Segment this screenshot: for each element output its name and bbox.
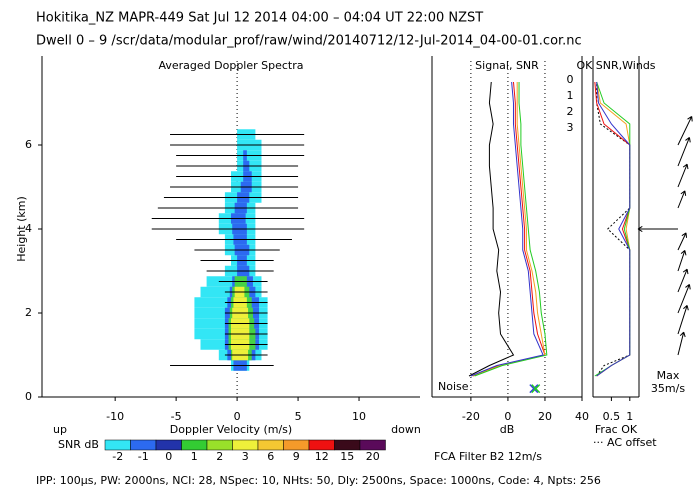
x-tick-label: -5: [171, 410, 182, 423]
x-axis-label: Frac OK: [595, 423, 638, 436]
panel-title: Signal, SNR: [475, 59, 539, 72]
x-axis-label: dB: [500, 423, 515, 436]
x-tick-label: 20: [538, 410, 552, 423]
colorbar-label: 0: [165, 450, 172, 463]
colorbar-swatch: [308, 439, 335, 451]
wind-arrow: [677, 305, 689, 335]
wind-arrow: [677, 284, 691, 314]
wind-arrow: [637, 225, 678, 233]
colorbar-swatch: [257, 439, 284, 451]
wind-arrow: [677, 268, 689, 293]
axis-note: ··· AC offset: [593, 436, 657, 449]
header-line: Hokitika_NZ MAPR-449 Sat Jul 12 2014 04:…: [36, 11, 483, 26]
colorbar-label: 2: [216, 450, 223, 463]
profile-line: [470, 81, 544, 377]
wind-arrow: [677, 250, 687, 272]
x-tick-label: -20: [462, 410, 480, 423]
colorbar-label: 1: [191, 450, 198, 463]
wind-arrow: [677, 163, 689, 188]
profile-line: [472, 82, 546, 377]
colorbar-swatch: [283, 439, 310, 451]
colorbar-swatch: [232, 439, 259, 451]
colorbar-label: -1: [138, 450, 149, 463]
legend-label: 1: [567, 89, 574, 102]
y-tick-label: 2: [25, 306, 32, 319]
colorbar-swatch: [130, 439, 157, 451]
y-axis-label: Height (km): [15, 196, 28, 262]
x-tick-label: 5: [295, 410, 302, 423]
colorbar-label: 12: [315, 450, 329, 463]
x-tick-label: 40: [575, 410, 589, 423]
panel-title: Averaged Doppler Spectra: [158, 59, 303, 72]
wind-arrow: [677, 232, 688, 251]
filter-note: FCA Filter B2 12m/s: [434, 450, 542, 463]
header-line: Dwell 0 – 9 /scr/data/modular_prof/raw/w…: [36, 34, 582, 49]
wind-arrow: [677, 137, 691, 167]
colorbar-label: 15: [340, 450, 354, 463]
footer: IPP: 100μs, PW: 2000ns, NCI: 28, NSpec: …: [36, 474, 601, 487]
profile-line: [596, 81, 631, 377]
legend-label: 2: [567, 105, 574, 118]
x-end-label: up: [53, 423, 67, 436]
panel-title: OK SNR,Winds: [576, 59, 655, 72]
x-tick-label: 0: [234, 410, 241, 423]
colorbar-swatch: [155, 439, 182, 451]
colorbar-label: 3: [242, 450, 249, 463]
noise-marker: [529, 384, 539, 394]
wind-scale-label: 35m/s: [651, 382, 685, 395]
colorbar-swatch: [359, 439, 386, 451]
x-tick-label: 0: [504, 410, 511, 423]
colorbar-label: 6: [267, 450, 274, 463]
y-tick-label: 0: [25, 390, 32, 403]
profile-line: [468, 81, 515, 377]
x-tick-label: -10: [106, 410, 124, 423]
wind-arrow: [677, 190, 687, 209]
colorbar-swatch: [334, 439, 361, 451]
colorbar-title: SNR dB: [58, 438, 99, 451]
x-end-label: down: [391, 423, 421, 436]
wind-scale-title: Max: [657, 369, 680, 382]
legend-label: 3: [567, 121, 574, 134]
x-tick-label: 10: [352, 410, 366, 423]
x-axis-label: Doppler Velocity (m/s): [170, 423, 292, 436]
x-tick-label: 1: [626, 410, 633, 423]
profile-line: [596, 82, 631, 377]
profile-line: [474, 82, 548, 377]
colorbar-swatch: [181, 439, 208, 451]
profile-line: [594, 81, 631, 377]
colorbar-label: -2: [112, 450, 123, 463]
noise-label: Noise: [438, 380, 469, 393]
legend-label: 0: [567, 73, 574, 86]
x-tick-label: 0.5: [603, 410, 621, 423]
profile-line: [472, 81, 546, 377]
colorbar-label: 9: [293, 450, 300, 463]
noise-marker: [531, 384, 541, 394]
y-tick-label: 4: [25, 222, 32, 235]
y-tick-label: 6: [25, 138, 32, 151]
colorbar-label: 20: [366, 450, 380, 463]
colorbar-swatch: [206, 439, 233, 451]
colorbar-swatch: [104, 439, 131, 451]
wind-arrow: [677, 331, 686, 356]
wind-arrow: [677, 116, 693, 146]
